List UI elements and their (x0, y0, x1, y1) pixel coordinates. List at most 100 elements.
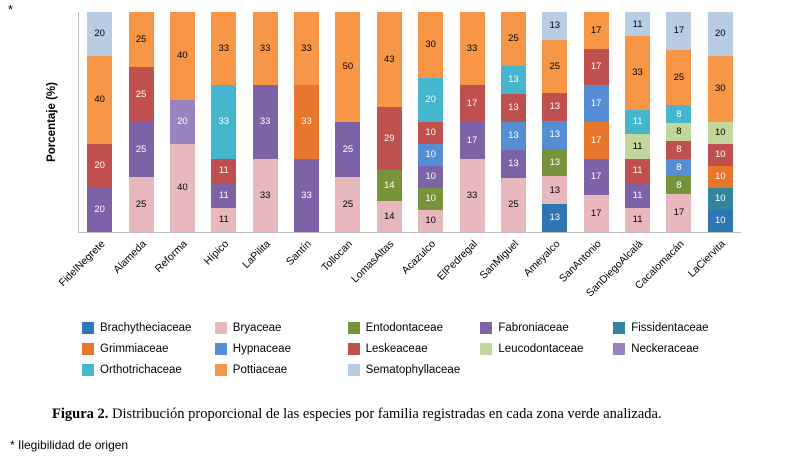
bar-slot: 14 14 29 43 (369, 12, 410, 232)
x-label-slot: LomasAltas (350, 235, 409, 320)
bar-segment-pottiaceae: 33 (211, 12, 237, 86)
bar-segment-fabroniaceae: 10 (418, 166, 444, 188)
segment-value-label: 8 (676, 161, 682, 173)
bar-segment-bryaceae: 13 (542, 176, 568, 205)
segment-value-label: 11 (632, 189, 643, 201)
segment-value-label: 8 (676, 108, 682, 120)
x-label-slot: Reforma (153, 235, 202, 320)
legend-item-leskeaceae: Leskeaceae (347, 343, 477, 355)
bar-segment-grimmiaceae: 33 (294, 85, 320, 159)
segment-value-label: 11 (632, 18, 643, 30)
segment-value-label: 33 (466, 42, 478, 54)
bar-segment-entodontaceae: 14 (376, 170, 402, 202)
bar-segment-bryaceae: 40 (169, 144, 195, 232)
segment-value-label: 11 (218, 214, 229, 226)
legend-item-brachytheciaceae: Brachytheciaceae (82, 322, 211, 334)
bar-slot: 10 10 10 10 10 20 30 (410, 12, 451, 232)
legend-item-fabroniaceae: Fabroniaceae (480, 322, 609, 334)
bar-segment-pottiaceae: 50 (335, 12, 361, 122)
bar-slot: 40 20 40 (162, 12, 203, 232)
segment-value-label: 20 (425, 94, 436, 106)
x-label-slot: Hípico (202, 235, 243, 320)
segment-value-label: 25 (549, 60, 561, 72)
bar-segment-leskeaceae: 29 (376, 106, 402, 171)
segment-value-label: 10 (425, 149, 436, 161)
bar-segment-entodontaceae: 13 (542, 148, 568, 177)
segment-value-label: 13 (508, 130, 519, 142)
category-label-hípico: Hípico (201, 238, 232, 268)
segment-value-label: 25 (135, 198, 147, 210)
segment-value-label: 33 (218, 42, 230, 54)
legend-swatch (480, 322, 493, 334)
bar-segment-brachytheciaceae: 10 (707, 210, 733, 232)
segment-value-label: 17 (673, 25, 685, 37)
bar-segment-leskeaceae: 10 (418, 122, 444, 144)
stacked-bar-reforma: 40 20 40 (169, 12, 195, 232)
segment-value-label: 29 (384, 132, 395, 144)
bar-segment-entodontaceae: 8 (666, 176, 692, 195)
bar-segment-pottiaceae: 33 (459, 12, 485, 85)
legend-item-leucodontaceae: Leucodontaceae (480, 343, 609, 355)
segment-value-label: 17 (590, 134, 602, 146)
legend-swatch (613, 322, 626, 334)
legend-item-neckeraceae: Neckeraceae (613, 343, 742, 355)
segment-value-label: 25 (508, 199, 519, 211)
bar-segment-leucodontaceae: 8 (666, 123, 692, 141)
bar-segment-bryaceae: 14 (376, 201, 402, 232)
bar-segment-hypnaceae: 10 (418, 144, 444, 166)
legend-label: Leucodontaceae (498, 343, 584, 355)
x-axis-labels: FidelNegrete Alameda Reforma Hípico LaPilita… (56, 235, 740, 320)
segment-value-label: 8 (676, 179, 682, 191)
legend-label: Entodontaceae (365, 322, 443, 334)
legend-item-fissidentaceae: Fissidentaceae (613, 322, 742, 334)
segment-value-label: 13 (549, 101, 561, 113)
bar-segment-pottiaceae: 30 (418, 12, 444, 78)
legend-label: Leskeaceae (365, 343, 428, 355)
legend-label: Brachytheciaceae (100, 322, 192, 334)
stacked-bar-ameyalco: 13 13 13 13 13 25 13 (542, 12, 568, 232)
stacked-bar-hípico: 11 11 11 33 33 (211, 12, 237, 232)
stacked-bar-santín: 33 33 33 (294, 12, 320, 232)
segment-value-label: 10 (715, 215, 726, 227)
segment-value-label: 17 (590, 207, 602, 219)
category-label-santín: Santín (284, 238, 315, 268)
segment-value-label: 13 (508, 102, 519, 114)
legend-swatch (347, 322, 360, 334)
bar-slot: 25 25 50 (327, 12, 368, 232)
bar-segment-bryaceae: 33 (252, 158, 278, 232)
bar-segment-pottiaceae: 25 (128, 12, 154, 67)
stacked-bar-lapilita: 33 33 33 (252, 12, 278, 232)
y-axis: Porcentaje (%) (42, 12, 62, 232)
bar-segment-sematophyllaceae: 13 (542, 12, 568, 40)
bar-segment-leskeaceae: 20 (87, 144, 113, 188)
segment-value-label: 17 (466, 97, 478, 109)
bar-segment-fabroniaceae: 13 (500, 150, 526, 179)
legend-swatch (480, 343, 493, 355)
legend-item-sematophyllaceae: Sematophyllaceae (347, 364, 477, 376)
segment-value-label: 11 (218, 189, 229, 201)
legend-item-pottiaceae: Pottiaceae (214, 364, 344, 376)
segment-value-label: 10 (715, 193, 726, 205)
segment-value-label: 8 (676, 144, 682, 156)
bar-segment-sematophyllaceae: 20 (87, 12, 113, 56)
bar-slot: 33 17 17 33 (451, 12, 492, 232)
legend-item-hypnaceae: Hypnaceae (214, 343, 344, 355)
segment-value-label: 8 (676, 126, 682, 138)
legend-swatch (613, 343, 626, 355)
segment-value-label: 25 (342, 198, 354, 210)
bar-segment-pottiaceae: 43 (376, 12, 402, 107)
segment-value-label: 43 (384, 53, 395, 65)
segment-value-label: 17 (590, 97, 602, 109)
segment-value-label: 40 (94, 94, 105, 106)
bar-segment-orthotrichaceae: 8 (666, 105, 692, 124)
bar-segment-pottiaceae: 40 (87, 56, 113, 144)
segment-value-label: 33 (466, 189, 478, 201)
legend-swatch (82, 364, 94, 376)
x-label-slot: SanMiguel (477, 235, 533, 320)
bar-slot: 11 11 11 11 11 33 11 (617, 12, 658, 232)
bar-segment-fabroniaceae: 11 (211, 183, 237, 208)
bar-segment-leskeaceae: 10 (707, 144, 733, 166)
bar-segment-fabroniaceae: 20 (87, 188, 113, 232)
segment-value-label: 25 (135, 33, 147, 45)
legend-item-grimmiaceae: Grimmiaceae (82, 343, 211, 355)
